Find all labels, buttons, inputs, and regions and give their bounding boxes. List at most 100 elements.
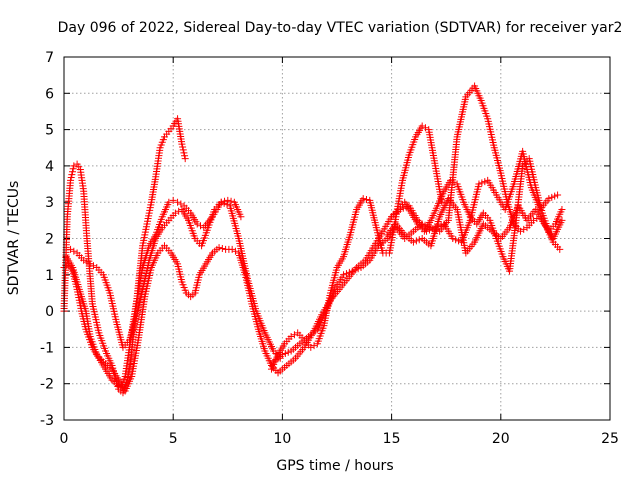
data-point <box>228 245 236 253</box>
x-tick-label: 25 <box>601 431 619 447</box>
data-point <box>224 196 232 204</box>
data-point <box>177 200 185 208</box>
y-tick-label: -3 <box>40 413 54 429</box>
data-point <box>237 213 245 221</box>
data-point <box>227 197 235 205</box>
data-point <box>181 152 189 160</box>
y-tick-label: 1 <box>45 268 54 284</box>
data-point <box>412 237 420 245</box>
x-tick-label: 5 <box>169 431 178 447</box>
y-tick-label: 7 <box>45 50 54 66</box>
data-point <box>530 216 538 224</box>
data-point <box>475 180 483 188</box>
data-point <box>284 348 292 356</box>
series-trace-d <box>67 196 245 351</box>
data-point <box>281 349 289 357</box>
data-point <box>516 227 524 235</box>
y-tick-label: 0 <box>45 304 54 320</box>
series-trace-e <box>267 122 446 373</box>
y-tick-label: 2 <box>45 232 54 248</box>
data-point <box>218 244 226 252</box>
data-point <box>449 235 457 242</box>
data-point <box>340 271 348 279</box>
data-point <box>69 168 77 176</box>
data-point <box>558 205 566 213</box>
data-point <box>354 265 362 273</box>
y-axis-label: SDTVAR / TECUs <box>6 181 22 296</box>
data-point <box>290 331 298 339</box>
data-point <box>345 268 353 276</box>
data-point <box>551 192 559 200</box>
data-point <box>217 198 225 206</box>
data-point <box>67 176 75 184</box>
data-point <box>548 193 556 201</box>
data-point <box>215 244 223 252</box>
data-point <box>359 195 367 203</box>
plot-frame <box>63 56 611 421</box>
chart-title: Day 096 of 2022, Sidereal Day-to-day VTE… <box>58 20 623 36</box>
series-trace-c <box>62 242 282 395</box>
data-point <box>86 260 94 268</box>
data-point <box>415 236 423 244</box>
data-point <box>520 225 528 233</box>
data-point <box>452 236 460 244</box>
data-point <box>179 143 187 151</box>
data-point <box>348 267 356 275</box>
data-point <box>89 262 97 270</box>
data-point <box>80 256 88 264</box>
y-tick-label: -1 <box>40 340 54 356</box>
data-point <box>409 238 417 246</box>
y-tick-label: -2 <box>40 377 54 393</box>
data-point <box>418 122 426 130</box>
data-point <box>362 195 370 203</box>
data-point <box>69 165 77 173</box>
y-tick-label: 3 <box>45 195 54 211</box>
data-points <box>60 82 566 397</box>
x-tick-label: 20 <box>492 431 510 447</box>
data-point <box>70 247 78 255</box>
data-point <box>180 149 188 157</box>
x-tick-label: 15 <box>383 431 401 447</box>
data-point <box>278 351 286 359</box>
series-trace-h <box>388 155 566 275</box>
series-trace-i <box>383 195 566 257</box>
data-point <box>481 178 489 186</box>
data-point <box>67 174 75 182</box>
data-point <box>447 176 455 184</box>
data-point <box>171 209 179 217</box>
data-point <box>165 198 173 206</box>
y-tick-label: 5 <box>45 123 54 139</box>
data-point <box>179 146 187 154</box>
data-point <box>181 155 189 163</box>
y-tick-label: 6 <box>45 86 54 102</box>
x-tick-label: 0 <box>60 431 69 447</box>
data-point <box>178 140 186 148</box>
data-point <box>67 245 75 253</box>
data-point <box>68 171 76 179</box>
data-point <box>287 333 295 341</box>
data-point <box>478 179 486 187</box>
x-axis-label: GPS time / hours <box>276 458 393 474</box>
data-point <box>221 197 229 205</box>
data-point <box>310 342 318 350</box>
data-point <box>231 247 239 255</box>
data-point <box>169 196 177 204</box>
data-point <box>421 124 429 132</box>
data-point <box>307 343 315 351</box>
data-point <box>556 245 564 253</box>
data-point <box>83 258 91 266</box>
data-point <box>450 178 458 186</box>
data-point <box>70 162 78 170</box>
grid <box>64 57 610 420</box>
data-point <box>554 191 562 199</box>
data-point <box>455 237 463 245</box>
data-point <box>558 216 566 224</box>
y-tick-label: 4 <box>45 159 54 175</box>
x-tick-label: 10 <box>273 431 291 447</box>
data-point <box>342 270 350 278</box>
data-point <box>174 198 182 206</box>
data-point <box>545 195 553 203</box>
data-point <box>193 220 201 228</box>
data-point <box>351 266 359 274</box>
